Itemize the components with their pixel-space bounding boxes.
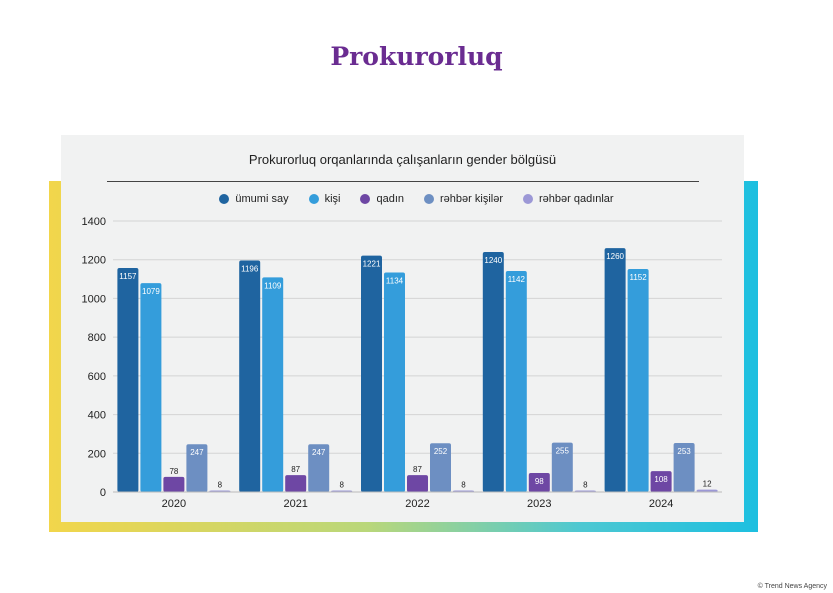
y-tick-label: 1200 xyxy=(82,255,106,267)
bar xyxy=(505,270,527,492)
legend-label-kisi: kişi xyxy=(324,193,341,205)
y-tick-label: 600 xyxy=(88,371,106,383)
bar xyxy=(407,475,428,492)
legend-label-umumi-say: ümumi say xyxy=(235,193,289,205)
data-label: 253 xyxy=(677,447,691,456)
y-tick-label: 400 xyxy=(88,410,106,422)
legend-label-qadin: qadın xyxy=(376,193,405,205)
data-label: 1260 xyxy=(606,252,624,261)
legend-swatch-qadin xyxy=(360,194,371,204)
bar xyxy=(140,283,162,492)
data-label: 8 xyxy=(583,480,588,489)
data-label: 87 xyxy=(413,465,422,474)
legend-item-umumi-say: ümumi say xyxy=(219,193,289,205)
y-tick-label: 0 xyxy=(100,487,106,499)
data-label: 8 xyxy=(461,480,466,489)
chart-title: Prokurorluq orqanlarında çalışanların ge… xyxy=(248,152,557,167)
data-label: 1134 xyxy=(386,276,404,285)
data-label: 8 xyxy=(218,480,223,489)
data-label: 98 xyxy=(535,477,544,486)
legend-swatch-kisi xyxy=(308,194,319,204)
data-label: 1196 xyxy=(241,264,259,273)
bar xyxy=(163,476,185,492)
data-label: 1079 xyxy=(142,287,160,296)
x-tick-label: 2021 xyxy=(283,498,307,510)
legend-item-qadin: qadın xyxy=(360,193,404,205)
y-tick-label: 1400 xyxy=(82,216,106,228)
data-label: 1152 xyxy=(629,273,647,282)
bar xyxy=(239,260,261,492)
data-label: 78 xyxy=(169,467,178,476)
data-label: 252 xyxy=(434,447,448,456)
legend-swatch-rehber-kisiler xyxy=(424,194,435,204)
bar xyxy=(361,255,382,492)
data-label: 255 xyxy=(556,447,570,456)
legend-label-rehber-qadinlar: rəhbər qadınlar xyxy=(538,193,614,205)
x-tick-label: 2020 xyxy=(162,498,186,510)
legend-swatch-umumi-say xyxy=(219,194,230,204)
bar xyxy=(430,443,451,492)
bar xyxy=(551,442,573,492)
data-label: 1240 xyxy=(484,256,502,265)
watermark: © Trend News Agency xyxy=(757,583,827,590)
bar xyxy=(262,277,284,492)
data-label: 12 xyxy=(703,480,712,489)
page-title: Prokurorluq xyxy=(330,42,503,71)
bar xyxy=(285,475,307,492)
bar xyxy=(482,251,504,492)
data-label: 247 xyxy=(190,448,204,457)
data-label: 1157 xyxy=(119,272,137,281)
bar xyxy=(650,471,672,492)
bar xyxy=(627,269,649,492)
bar xyxy=(117,268,139,492)
x-tick-label: 2024 xyxy=(649,498,673,510)
legend-item-rehber-qadinlar: rəhbər qadınlar xyxy=(522,193,614,205)
y-tick-label: 200 xyxy=(88,448,106,460)
legend-item-rehber-kisiler: rəhbər kişilər xyxy=(424,193,503,205)
data-label: 8 xyxy=(339,480,344,489)
bar xyxy=(528,473,550,492)
legend-swatch-rehber-qadinlar xyxy=(522,194,533,204)
y-tick-label: 800 xyxy=(88,332,106,344)
data-label: 108 xyxy=(654,475,668,484)
bar xyxy=(604,248,626,492)
data-label: 87 xyxy=(291,465,300,474)
bar xyxy=(696,489,718,492)
legend-item-kisi: kişi xyxy=(308,193,341,205)
chart-legend: ümumi say kişi qadın rəhbər kişilər rəhb… xyxy=(0,193,833,205)
x-tick-label: 2023 xyxy=(527,498,551,510)
bar xyxy=(384,272,405,492)
data-label: 247 xyxy=(312,448,326,457)
title-divider xyxy=(107,181,699,182)
legend-label-rehber-kisiler: rəhbər kişilər xyxy=(440,193,503,205)
data-label: 1142 xyxy=(508,275,526,284)
bar xyxy=(186,444,208,492)
bar xyxy=(308,444,330,492)
bar xyxy=(673,443,695,492)
x-tick-label: 2022 xyxy=(405,498,429,510)
y-tick-label: 1000 xyxy=(82,293,106,305)
data-label: 1109 xyxy=(264,281,282,290)
data-label: 1221 xyxy=(363,260,381,269)
